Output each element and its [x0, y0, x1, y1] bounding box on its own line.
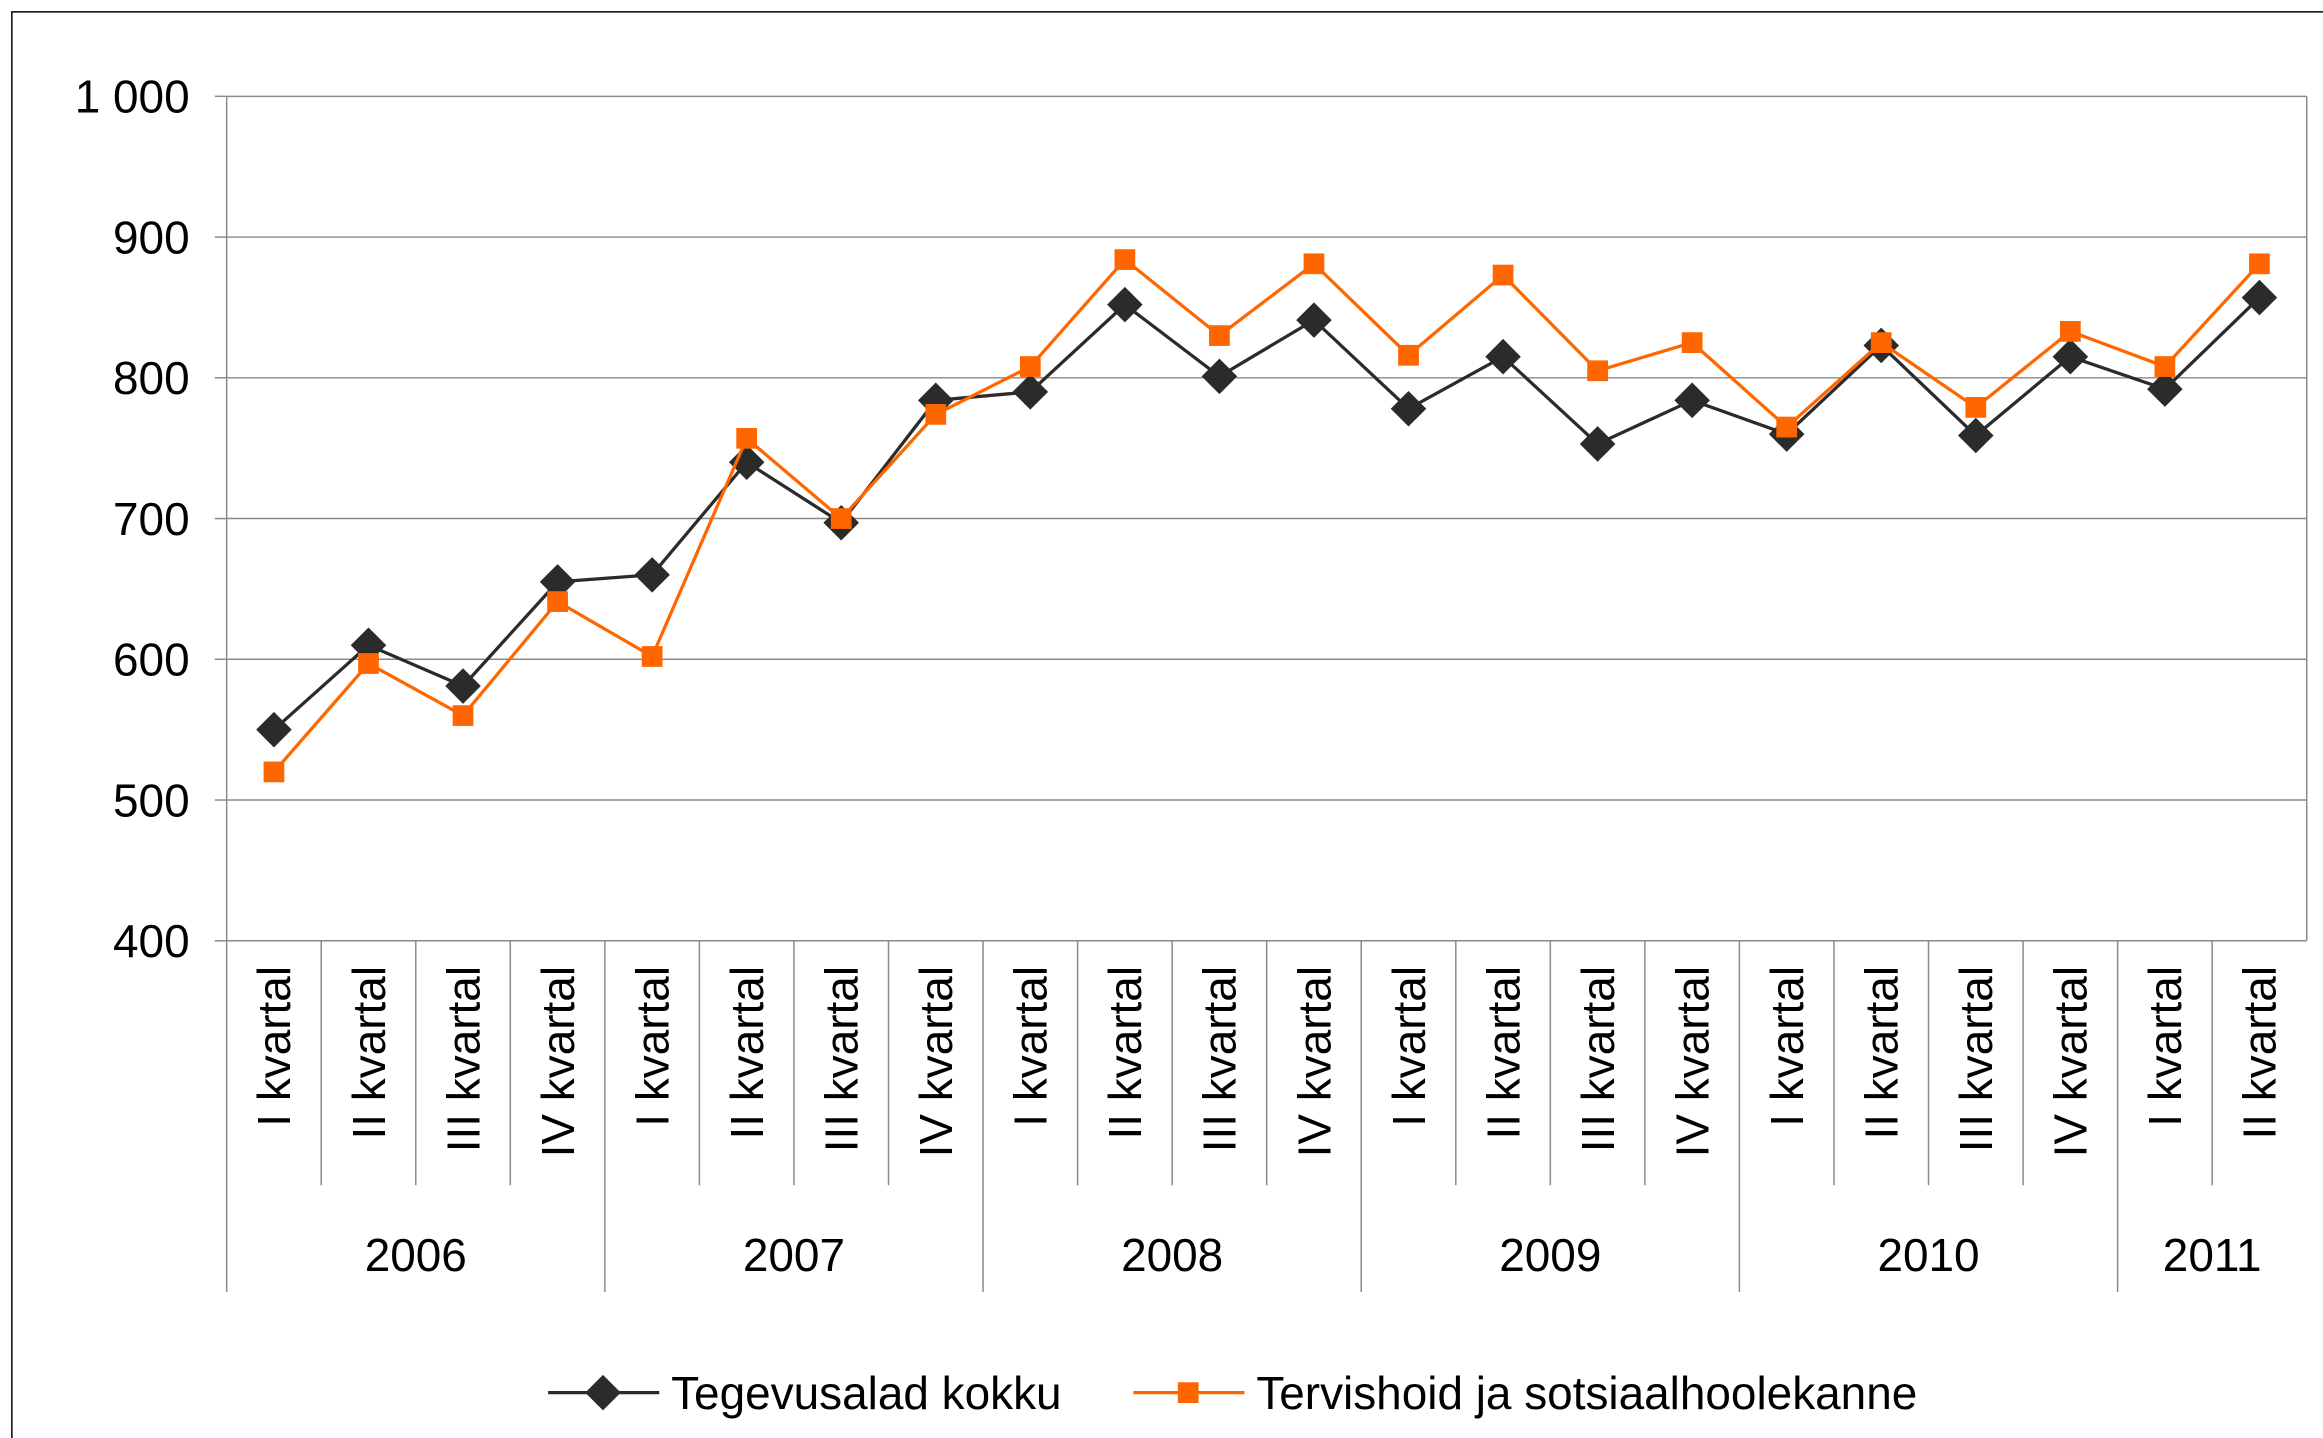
x-tick-label: IV kvartal [1666, 966, 1718, 1157]
x-tick-label: III kvartal [816, 966, 868, 1152]
x-tick-label: III kvartal [1572, 966, 1624, 1152]
year-label: 2007 [743, 1229, 845, 1281]
x-tick-label: I kvartal [1005, 966, 1057, 1127]
marker [1681, 332, 1703, 353]
y-tick-label: 500 [113, 774, 190, 826]
marker [1965, 396, 1987, 418]
x-tick-label: I kvartal [1761, 966, 1813, 1127]
series-line [272, 257, 2261, 773]
y-tick-label: 800 [113, 352, 190, 404]
legend-label: Tegevusalad kokku [671, 1367, 1061, 1419]
x-tick-label: II kvartal [721, 966, 773, 1139]
marker [1674, 382, 1710, 419]
x-tick-label: IV kvartal [910, 966, 962, 1157]
marker [1870, 332, 1892, 353]
y-tick-label: 1 000 [75, 71, 190, 123]
marker [634, 557, 670, 593]
marker [925, 404, 947, 425]
marker [1579, 426, 1616, 462]
legend-marker [1177, 1382, 1199, 1404]
x-tick-label: III kvartal [1950, 966, 2002, 1152]
x-tick-label: IV kvartal [2045, 966, 2097, 1157]
chart-border [11, 11, 2323, 1438]
x-tick-label: I kvartal [1383, 966, 1435, 1127]
marker [445, 668, 481, 704]
x-tick-label: III kvartal [1194, 966, 1246, 1152]
year-label: 2006 [365, 1229, 467, 1281]
x-tick-label: II kvartal [1099, 966, 1151, 1139]
x-tick-label: II kvartal [1856, 966, 1908, 1139]
legend-marker [585, 1374, 621, 1411]
marker [736, 427, 758, 449]
legend-label: Tervishoid ja sotsiaalhoolekanne [1256, 1367, 1917, 1419]
marker [2147, 371, 2183, 407]
year-label: 2010 [1877, 1229, 1979, 1281]
marker [1492, 264, 1514, 286]
marker [263, 761, 285, 783]
x-tick-label: IV kvartal [1288, 966, 1340, 1157]
marker [1012, 374, 1049, 410]
marker [2249, 253, 2270, 275]
x-tick-label: III kvartal [437, 966, 489, 1152]
x-tick-label: II kvartal [343, 966, 395, 1139]
year-label: 2008 [1121, 1229, 1223, 1281]
marker [1587, 360, 1608, 382]
marker [2052, 338, 2089, 375]
x-tick-label: II kvartal [2234, 966, 2286, 1139]
marker [1201, 358, 1238, 395]
x-tick-label: I kvartal [2139, 966, 2191, 1127]
marker [1398, 344, 1419, 366]
marker [1485, 338, 1521, 375]
x-tick-label: II kvartal [1477, 966, 1529, 1139]
marker [2059, 320, 2081, 342]
y-tick-label: 900 [113, 211, 190, 263]
y-tick-label: 400 [113, 915, 190, 967]
marker [1958, 417, 1994, 454]
marker [1303, 253, 1325, 275]
marker [452, 705, 474, 726]
marker [358, 653, 379, 674]
marker [539, 564, 576, 600]
marker [256, 711, 292, 748]
marker [1019, 356, 1041, 377]
marker [1114, 249, 1136, 270]
year-label: 2009 [1499, 1229, 1601, 1281]
y-tick-label: 700 [113, 493, 190, 545]
marker [2241, 279, 2278, 316]
marker [1776, 416, 1798, 438]
year-label: 2011 [2163, 1229, 2262, 1281]
marker [641, 646, 663, 667]
marker [1296, 302, 1332, 338]
x-tick-label: I kvartal [626, 966, 678, 1127]
x-tick-label: I kvartal [248, 966, 300, 1127]
marker [1107, 286, 1143, 323]
y-tick-label: 600 [113, 634, 190, 686]
marker [1390, 390, 1427, 427]
x-tick-label: IV kvartal [532, 966, 584, 1157]
marker [830, 508, 852, 529]
series-line [272, 296, 2261, 731]
marker [728, 444, 765, 481]
marker [2154, 356, 2176, 377]
marker [547, 591, 568, 612]
marker [1209, 325, 1230, 346]
